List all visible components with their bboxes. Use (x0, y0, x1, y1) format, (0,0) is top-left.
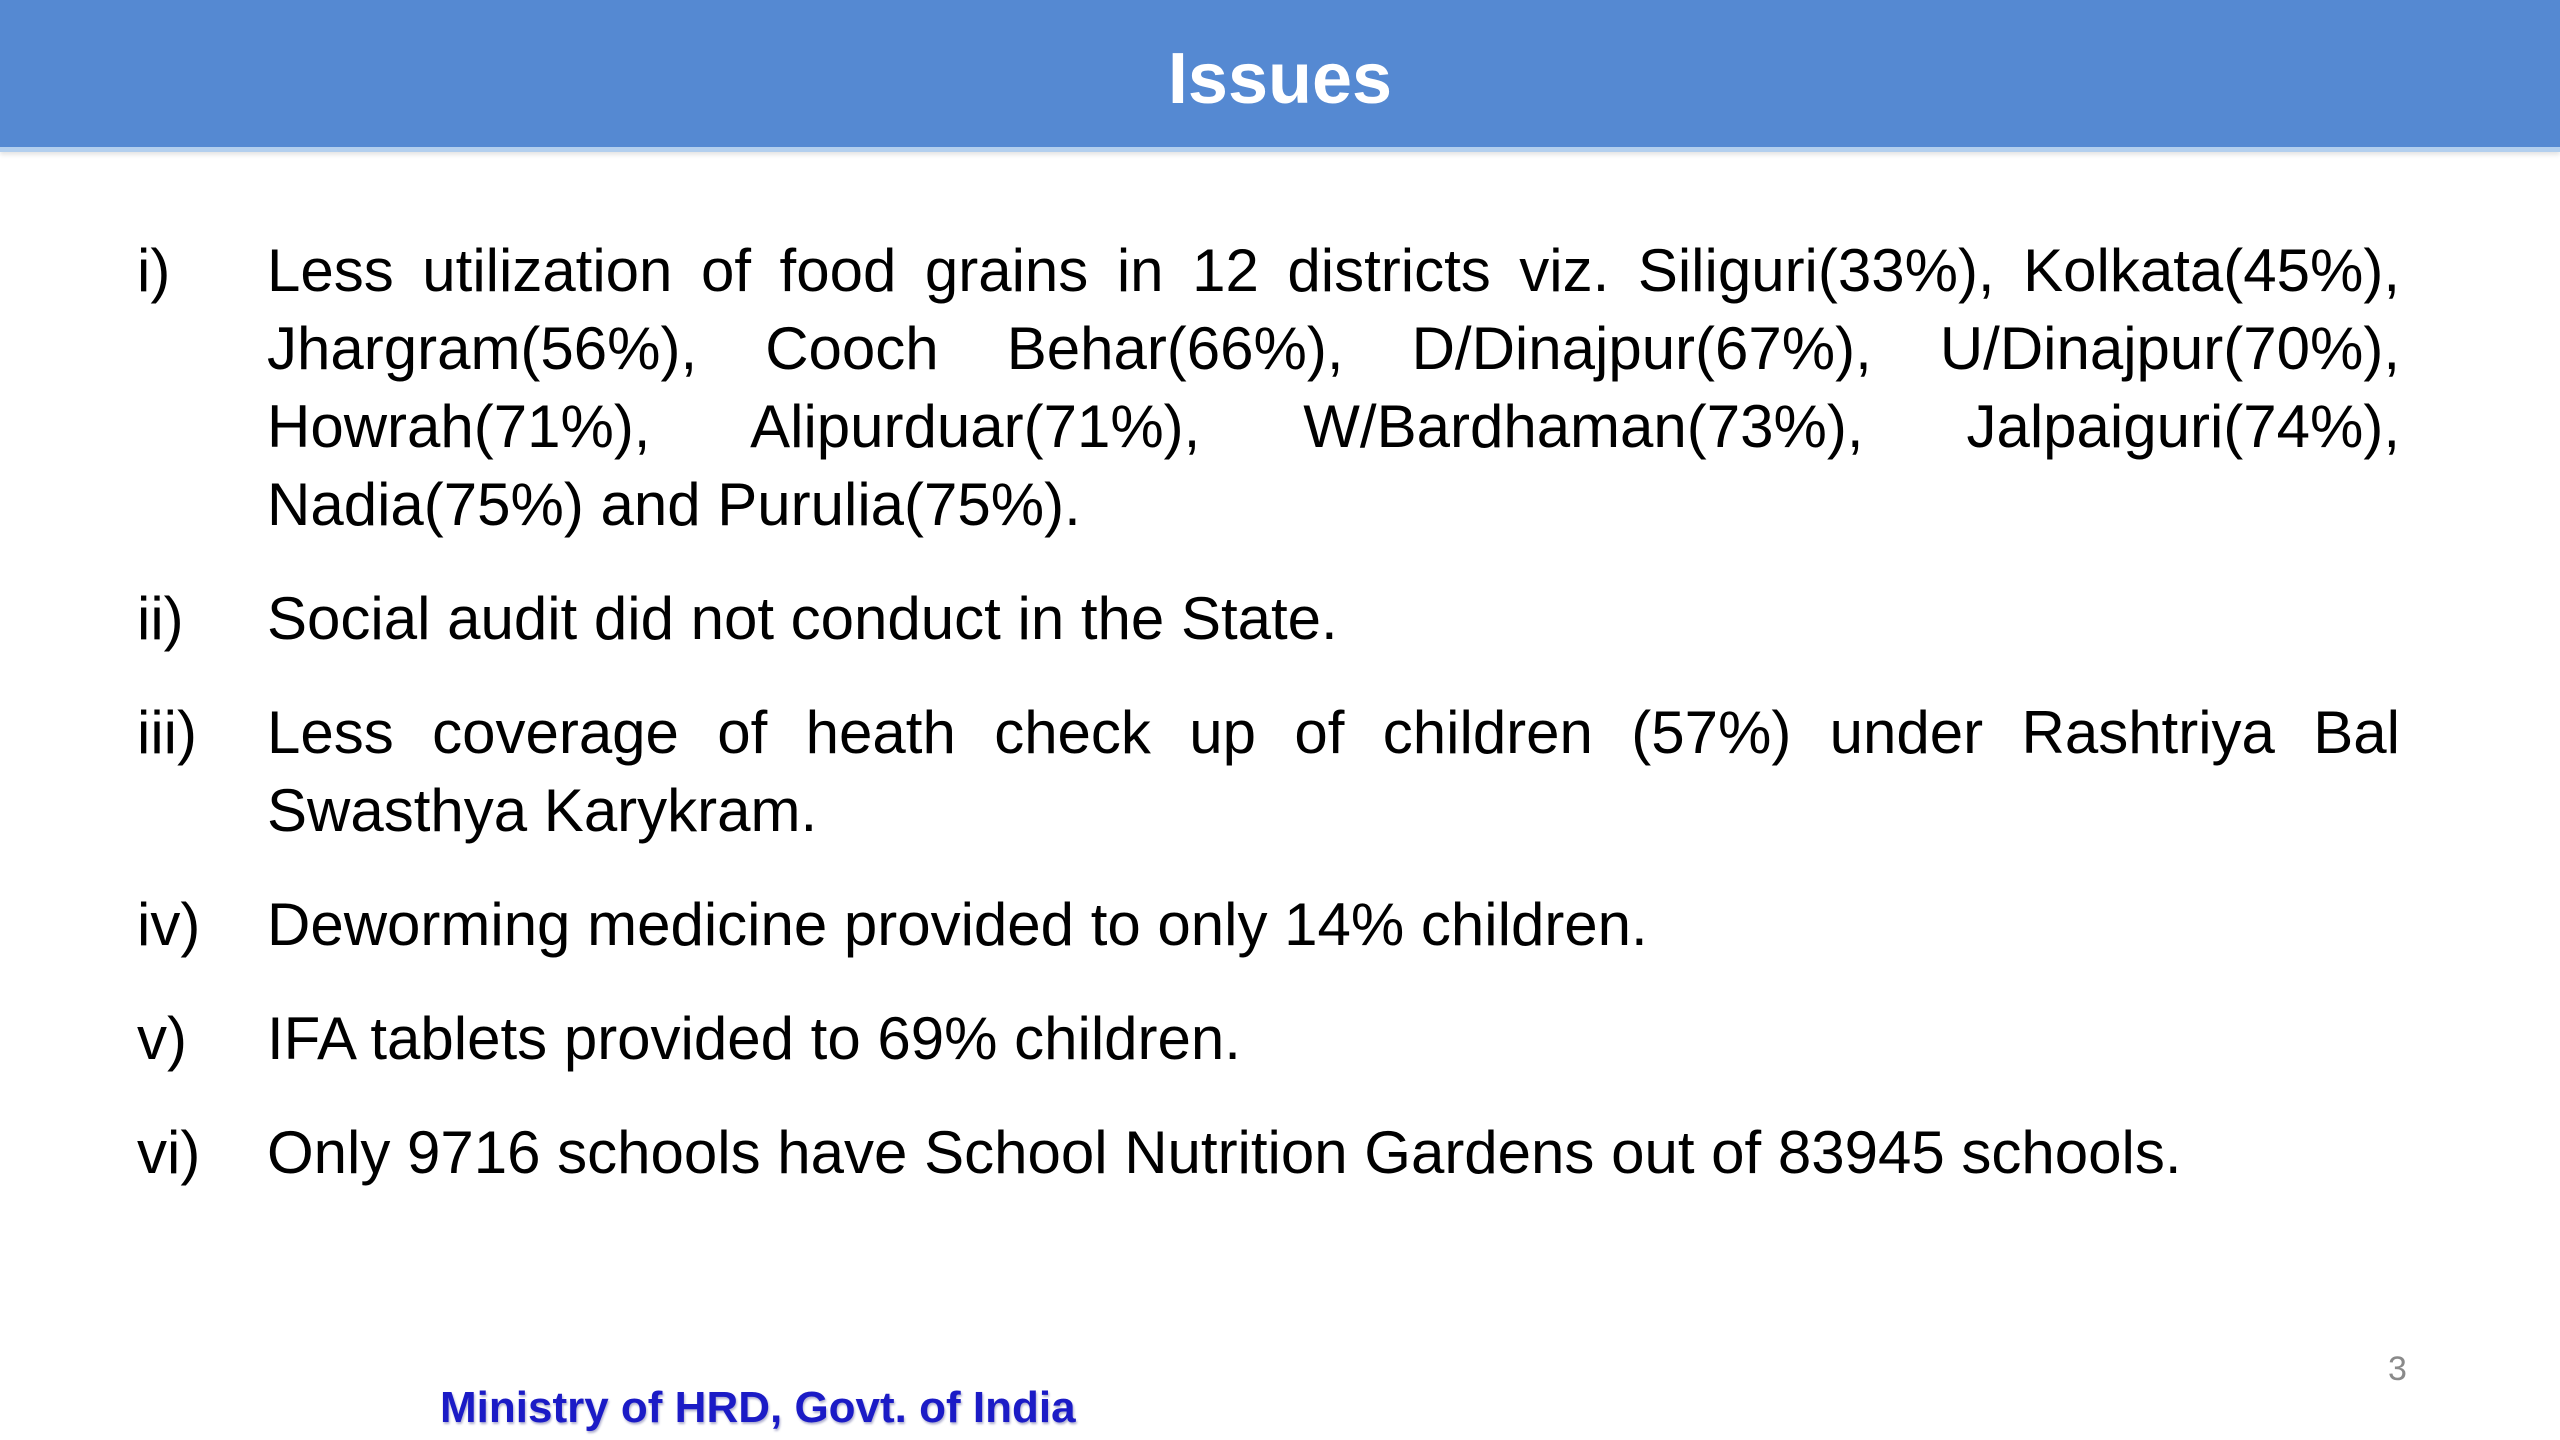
list-item: i) Less utilization of food grains in 12 … (137, 232, 2400, 544)
list-marker: v) (137, 1005, 187, 1072)
list-marker: iv) (137, 891, 201, 958)
list-marker: ii) (137, 585, 184, 652)
list-item: vi) Only 9716 schools have School Nutriti… (137, 1114, 2400, 1192)
list-item: ii) Social audit did not conduct in the S… (137, 580, 2400, 658)
list-text: IFA tablets provided to 69% children. (267, 1005, 1241, 1072)
list-text: Social audit did not conduct in the Stat… (267, 585, 1338, 652)
list-item: v) IFA tablets provided to 69% children. (137, 1000, 2400, 1078)
footer-credit: Ministry of HRD, Govt. of India (440, 1383, 1076, 1432)
list-item: iii) Less coverage of heath check up of c… (137, 694, 2400, 850)
list-marker: vi) (137, 1119, 201, 1186)
slide-title: Issues (1167, 38, 1393, 119)
list-text: Only 9716 schools have School Nutrition … (267, 1119, 2182, 1186)
list-marker: i) (137, 237, 171, 304)
list-marker: iii) (137, 699, 197, 766)
list-text: Less coverage of heath check up of child… (267, 699, 2400, 844)
page-number: 3 (2388, 1350, 2407, 1388)
issues-list: i) Less utilization of food grains in 12 … (137, 232, 2400, 1192)
list-item: iv) Deworming medicine provided to only 1… (137, 886, 2400, 964)
slide-header: Issues (0, 0, 2560, 152)
list-text: Deworming medicine provided to only 14% … (267, 891, 1648, 958)
list-text: Less utilization of food grains in 12 di… (267, 237, 2400, 538)
slide-body: i) Less utilization of food grains in 12 … (0, 157, 2560, 1228)
